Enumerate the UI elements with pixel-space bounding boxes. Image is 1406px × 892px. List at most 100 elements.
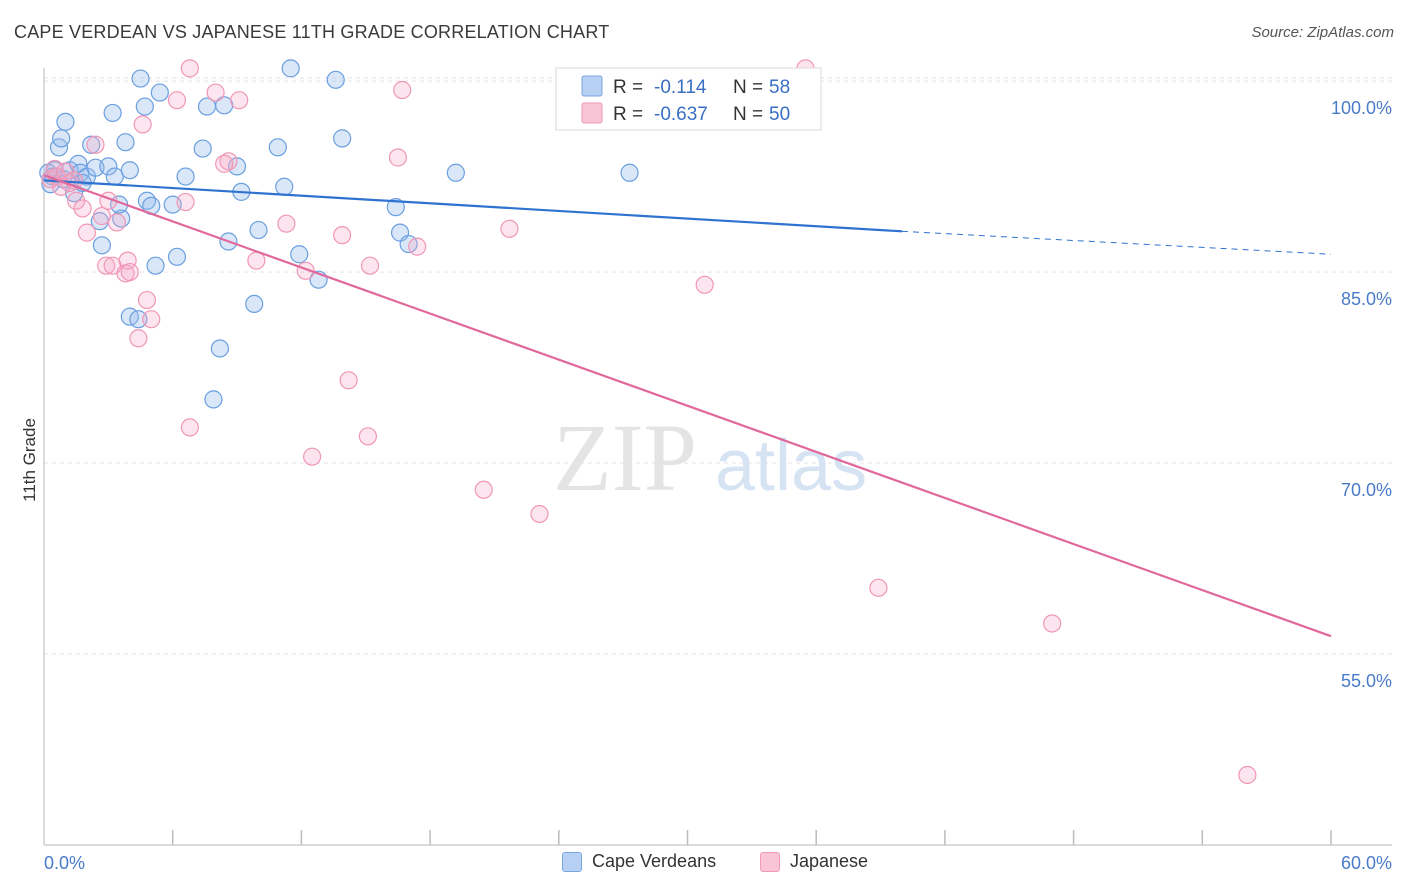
cape-verdean-point <box>204 390 223 409</box>
cape-verdean-point <box>176 167 195 186</box>
cape-verdean-point <box>120 161 139 180</box>
japanese-point <box>500 219 519 238</box>
cape-verdean-point <box>129 310 148 329</box>
cape-verdean-point <box>92 236 112 255</box>
cape-verdean-point <box>116 133 135 152</box>
japanese-point <box>129 329 148 348</box>
japanese-point <box>303 447 322 466</box>
japanese-point <box>133 115 152 134</box>
legend-label-cape-verdeans: Cape Verdeans <box>592 851 717 871</box>
japanese-point <box>333 226 352 245</box>
japanese-point <box>230 91 249 110</box>
japanese-point <box>388 148 408 167</box>
cape-verdean-point <box>386 198 405 217</box>
y-tick-labels: 100.0% 85.0% 70.0% 55.0% <box>1331 98 1392 691</box>
japanese-n-value: 50 <box>769 104 790 125</box>
y-tick-label: 85.0% <box>1341 289 1392 309</box>
y-tick-label: 100.0% <box>1331 98 1392 118</box>
japanese-point <box>358 427 377 446</box>
cape-verdean-point <box>210 339 229 358</box>
y-axis-title: 11th Grade <box>20 418 39 502</box>
cape-verdean-point <box>281 59 300 78</box>
japanese-point <box>530 504 549 524</box>
watermark-zip: ZIP <box>553 404 697 511</box>
cape-verdean-point <box>86 158 105 177</box>
r-label: R = <box>613 77 643 98</box>
japanese-point <box>1043 614 1062 633</box>
japanese-point <box>120 262 139 282</box>
cape-verdean-point <box>150 83 169 102</box>
cape-verdean-point <box>146 256 165 275</box>
japanese-point <box>393 80 412 100</box>
japanese-point <box>339 371 358 390</box>
cape-verdean-stats-swatch <box>581 75 603 97</box>
source-label: Source: ZipAtlas.com <box>1251 24 1394 41</box>
legend-item-japanese[interactable]: Japanese <box>760 851 868 872</box>
japanese-point <box>73 199 92 218</box>
cape-verdean-point <box>268 138 287 157</box>
japanese-r-value: -0.637 <box>654 104 708 125</box>
japanese-point <box>118 251 137 270</box>
japanese-point <box>408 237 427 256</box>
japanese-swatch <box>760 851 780 872</box>
watermark-atlas: atlas <box>715 426 867 506</box>
cape-verdean-point <box>52 129 71 148</box>
watermark: ZIP atlas <box>553 404 867 511</box>
r-label: R = <box>613 104 643 125</box>
y-tick-label: 55.0% <box>1341 671 1392 691</box>
cape-verdean-point <box>245 294 264 314</box>
x-tick-label-max: 60.0% <box>1341 853 1392 873</box>
cape-verdean-point <box>620 163 639 182</box>
cape-verdean-point <box>446 163 465 182</box>
japanese-point <box>142 310 161 329</box>
cape-verdean-point <box>167 247 187 266</box>
cape-verdean-n-value: 58 <box>769 77 790 98</box>
japanese-point <box>277 214 296 233</box>
cape-verdean-r-value: -0.114 <box>654 77 707 98</box>
japanese-point <box>869 578 888 597</box>
japanese-stats-swatch <box>581 102 603 124</box>
japanese-point <box>167 91 187 110</box>
japanese-point <box>215 154 234 173</box>
cape-verdean-point <box>131 69 150 88</box>
japanese-point <box>67 191 86 210</box>
cape-verdean-point <box>333 129 352 148</box>
cape-verdean-point <box>290 245 309 264</box>
japanese-trend-line <box>43 174 1332 638</box>
n-label: N = <box>733 104 763 125</box>
cape-verdean-point <box>103 103 122 123</box>
cape-verdean-trend-line <box>43 179 903 233</box>
japanese-point <box>92 206 112 226</box>
japanese-point <box>180 418 199 437</box>
y-tick-label: 70.0% <box>1341 480 1392 500</box>
stats-legend: R = -0.114 N = 58 R = -0.637 N = 50 <box>555 67 822 131</box>
gridlines <box>44 77 1392 655</box>
chart-title: CAPE VERDEAN VS JAPANESE 11TH GRADE CORR… <box>14 22 610 42</box>
japanese-point <box>180 59 199 78</box>
x-tick-label-min: 0.0% <box>44 853 85 873</box>
japanese-point <box>97 256 116 275</box>
cape-verdean-point <box>135 97 154 116</box>
japanese-point <box>360 256 380 275</box>
japanese-point <box>695 275 714 294</box>
cape-verdean-point <box>82 135 101 154</box>
legend-label-japanese: Japanese <box>790 851 869 871</box>
japanese-point <box>1238 765 1257 785</box>
japanese-point <box>176 192 195 212</box>
cape-verdean-point <box>56 112 75 131</box>
x-tick-labels: 0.0% 60.0% <box>44 853 1392 873</box>
cape-verdeans-swatch <box>562 851 582 872</box>
trend-lines <box>43 174 1332 638</box>
cape-verdean-point <box>99 157 118 176</box>
cape-verdean-point <box>326 70 345 89</box>
series-legend: Cape Verdeans Japanese <box>0 851 1406 881</box>
cape-verdean-point <box>275 177 294 196</box>
n-label: N = <box>733 77 763 98</box>
japanese-point <box>474 480 493 499</box>
japanese-point <box>77 223 97 242</box>
japanese-point <box>137 290 157 310</box>
legend-item-cape-verdeans[interactable]: Cape Verdeans <box>562 851 716 872</box>
cape-verdean-trend-extension <box>901 230 1332 255</box>
cape-verdean-point <box>249 220 268 240</box>
